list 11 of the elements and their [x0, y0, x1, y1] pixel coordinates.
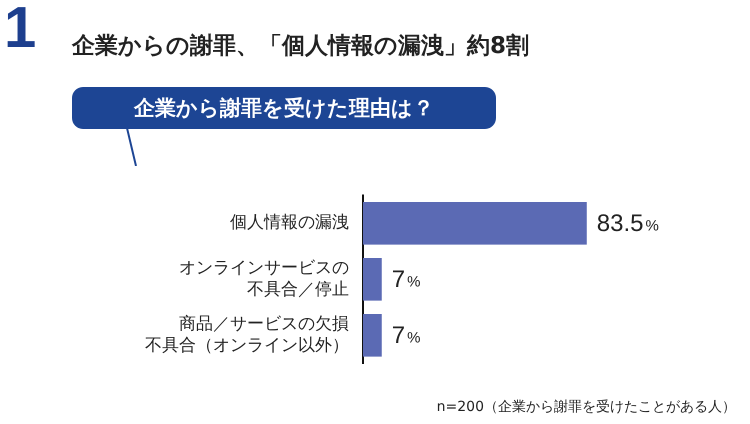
- text: n=200（企業から謝罪を受けたことがある人）: [436, 398, 736, 416]
- y-tick-label: 商品／サービスの欠損不具合（オンライン以外）: [145, 314, 349, 356]
- data-label: 83.5%: [596, 210, 659, 237]
- y-tick-label: 個人情報の漏洩: [230, 212, 349, 233]
- data-label: 7%: [392, 322, 420, 349]
- speech-bubble: 企業から謝罪を受けた理由は？: [72, 87, 496, 129]
- chart-subtitle: 企業から謝罪を受けた理由は？: [132, 95, 435, 122]
- y-tick-label: オンラインサービスの不具合／停止: [179, 258, 349, 300]
- text: 1: [4, 0, 36, 61]
- chart-title: 企業からの謝罪、「個人情報の漏洩」約8割: [72, 32, 530, 61]
- data-label: 7%: [392, 266, 420, 293]
